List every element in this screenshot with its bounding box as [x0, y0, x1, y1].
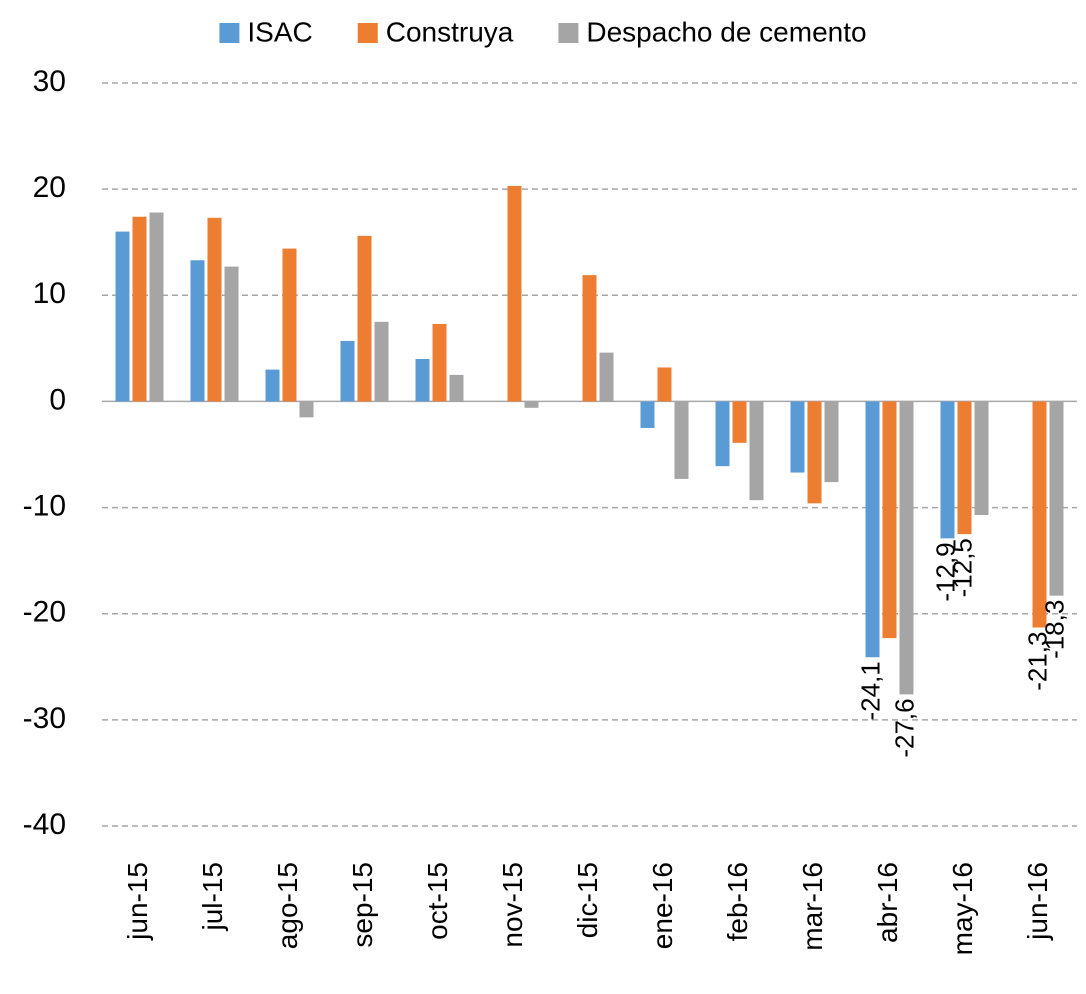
x-tick-label: jun-15: [122, 862, 153, 941]
y-tick-label: -10: [23, 489, 66, 522]
bar: [415, 358, 430, 402]
y-tick-label: 10: [33, 277, 66, 310]
y-tick-label: -30: [23, 702, 66, 735]
y-tick-label: 0: [49, 383, 66, 416]
bar: [432, 323, 447, 402]
bar: [340, 340, 355, 402]
bar: [674, 401, 689, 479]
bar: [299, 401, 314, 418]
bar: [224, 266, 239, 402]
bar: [190, 260, 205, 402]
data-label: -24,1: [855, 661, 885, 720]
data-label: -21,3: [1022, 632, 1052, 691]
legend-label: Despacho de cemento: [586, 16, 866, 47]
x-tick-label: jun-16: [1022, 862, 1053, 941]
bar: [265, 369, 280, 402]
bar: [807, 401, 822, 504]
bar: [865, 401, 880, 658]
y-tick-label: 20: [33, 171, 66, 204]
x-tick-label: mar-16: [797, 862, 828, 951]
bar: [582, 275, 597, 402]
bar: [957, 401, 972, 535]
legend-swatch: [357, 23, 378, 43]
bar: [715, 401, 730, 467]
bar: [940, 401, 955, 539]
y-tick-label: 30: [33, 65, 66, 98]
bar: [507, 185, 522, 402]
bar: [524, 401, 539, 408]
x-tick-label: nov-15: [497, 862, 528, 948]
data-label: -18,3: [1039, 600, 1069, 659]
bar: [115, 231, 130, 402]
data-label: -27,6: [889, 698, 919, 757]
bar: [749, 401, 764, 501]
x-tick-label: abr-16: [872, 862, 903, 943]
y-tick-label: -20: [23, 596, 66, 629]
bar: [640, 401, 655, 428]
bar: [899, 401, 914, 695]
data-label: -12,9: [930, 542, 960, 601]
bar: [657, 367, 672, 402]
bar: [149, 212, 164, 402]
x-tick-label: feb-16: [722, 862, 753, 941]
bar: [882, 401, 897, 639]
x-tick-label: may-16: [947, 862, 978, 955]
bar: [599, 352, 614, 402]
x-tick-label: dic-15: [572, 862, 603, 938]
bar: [357, 235, 372, 402]
legend-label: Construya: [386, 16, 514, 47]
bar: [974, 401, 989, 516]
x-tick-label: ene-16: [647, 862, 678, 949]
legend-label: ISAC: [247, 16, 312, 47]
bar: [207, 217, 222, 402]
x-tick-label: sep-15: [347, 862, 378, 948]
bar: [374, 321, 389, 402]
data-label: -12,5: [947, 538, 977, 597]
legend-swatch: [219, 23, 240, 43]
bar: [449, 374, 464, 402]
bar: [132, 216, 147, 402]
bar: [824, 401, 839, 483]
y-tick-label: -40: [23, 808, 66, 841]
x-tick-label: oct-15: [422, 862, 453, 940]
bar: [282, 248, 297, 402]
bar: [1032, 401, 1047, 628]
bar: [1049, 401, 1064, 596]
x-tick-label: ago-15: [272, 862, 303, 949]
x-tick-label: jul-15: [197, 862, 228, 931]
legend-swatch: [558, 23, 579, 43]
bar: [732, 401, 747, 443]
bar: [790, 401, 805, 473]
